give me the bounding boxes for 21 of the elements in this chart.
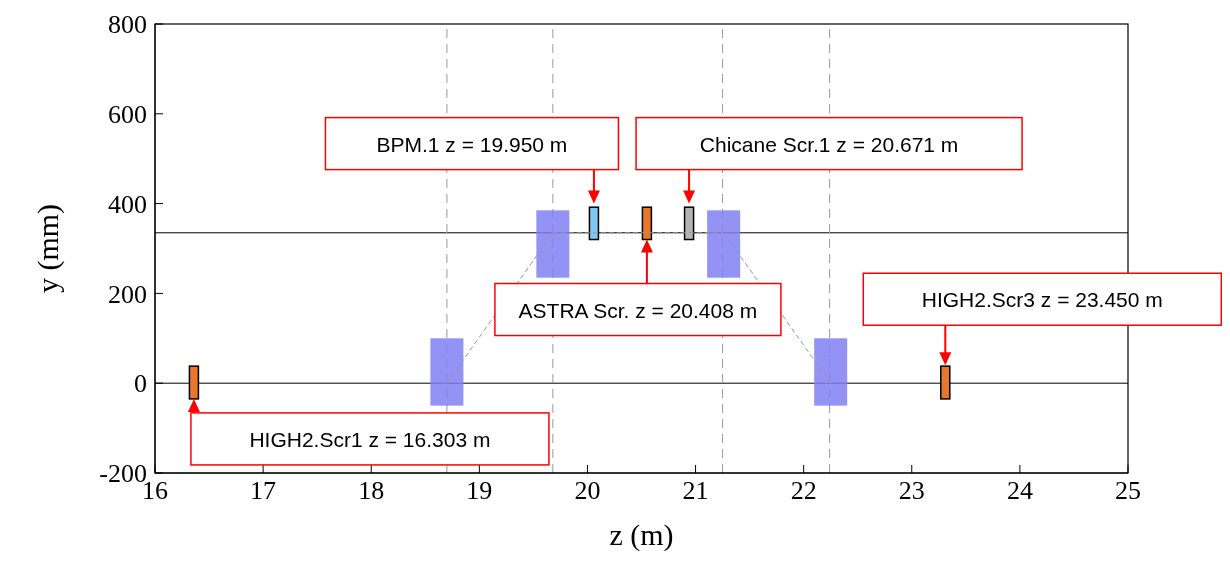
y-tick-label: 400	[108, 189, 147, 219]
y-tick-label: 600	[108, 100, 147, 130]
x-tick-label: 17	[250, 476, 277, 506]
y-tick-label: 0	[134, 369, 147, 399]
x-tick-label: 20	[574, 476, 601, 506]
annotation: Chicane Scr.1 z = 20.671 m	[699, 132, 959, 156]
annotation: BPM.1 z = 19.950 m	[376, 132, 568, 156]
annotation: ASTRA Scr. z = 20.408 m	[518, 298, 758, 322]
y-tick-label: 200	[108, 279, 147, 309]
x-axis-title: z (m)	[609, 518, 674, 552]
x-tick-label: 21	[682, 476, 709, 506]
x-tick-label: 19	[466, 476, 493, 506]
x-tick-label: 18	[358, 476, 385, 506]
x-tick-label: 25	[1115, 476, 1141, 506]
x-tick-label: 24	[1006, 476, 1033, 506]
y-axis-title: y (mm)	[31, 203, 65, 294]
y-tick-label: 800	[108, 10, 147, 40]
x-tick-label: 23	[898, 476, 925, 506]
annotation: HIGH2.Scr3 z = 23.450 m	[921, 288, 1163, 312]
annotation: HIGH2.Scr1 z = 16.303 m	[249, 427, 491, 451]
x-tick-label: 22	[790, 476, 817, 506]
